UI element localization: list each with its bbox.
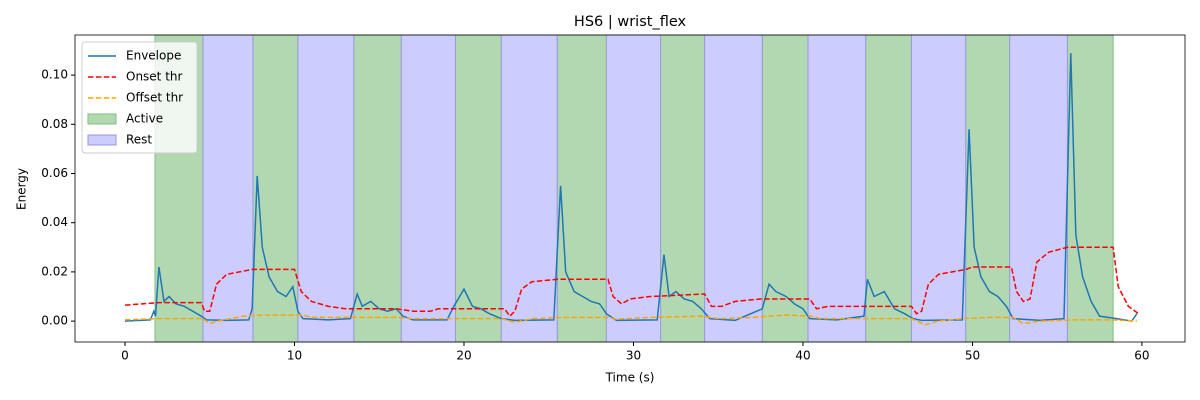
span xyxy=(353,34,402,343)
series-line xyxy=(124,246,1140,318)
legend-label: Offset thr xyxy=(126,91,183,105)
span xyxy=(500,34,558,343)
plot-frame xyxy=(74,34,1186,343)
y-tick-label: 0.08 xyxy=(41,117,68,131)
y-tick-label: 0.06 xyxy=(41,166,68,180)
x-tick-label: 60 xyxy=(1134,349,1149,363)
legend-label: Active xyxy=(126,112,163,126)
x-tick-label: 0 xyxy=(121,349,129,363)
legend-patch xyxy=(87,113,117,125)
legend-patch xyxy=(87,134,117,146)
span xyxy=(965,34,1011,343)
x-tick-label: 20 xyxy=(456,349,471,363)
x-tick-label: 40 xyxy=(795,349,810,363)
span xyxy=(865,34,912,343)
y-tick-label: 0.00 xyxy=(41,314,68,328)
x-tick-label: 50 xyxy=(965,349,980,363)
x-axis-label: Time (s) xyxy=(605,371,655,385)
span xyxy=(455,34,502,343)
y-tick-label: 0.02 xyxy=(41,264,68,278)
legend-label: Rest xyxy=(126,133,152,147)
span xyxy=(910,34,967,343)
span xyxy=(761,34,809,343)
series-line xyxy=(124,314,1137,326)
span xyxy=(704,34,763,343)
y-axis-label: Energy xyxy=(15,168,29,210)
span xyxy=(202,34,254,343)
chart-title: HS6 | wrist_flex xyxy=(574,14,687,30)
series-line xyxy=(124,52,1138,322)
span xyxy=(400,34,457,343)
span xyxy=(605,34,662,343)
legend-label: Envelope xyxy=(126,49,181,63)
y-tick-label: 0.04 xyxy=(41,215,68,229)
span xyxy=(807,34,867,343)
span xyxy=(1009,34,1068,343)
legend-box xyxy=(81,41,198,154)
legend: Envelope Onset thr Offset thr Active Rest xyxy=(81,41,198,154)
x-tick-label: 30 xyxy=(626,349,641,363)
span xyxy=(556,34,607,343)
legend-label: Onset thr xyxy=(126,70,183,84)
span xyxy=(252,34,299,343)
y-tick-label: 0.10 xyxy=(41,68,68,82)
x-tick-label: 10 xyxy=(287,349,302,363)
